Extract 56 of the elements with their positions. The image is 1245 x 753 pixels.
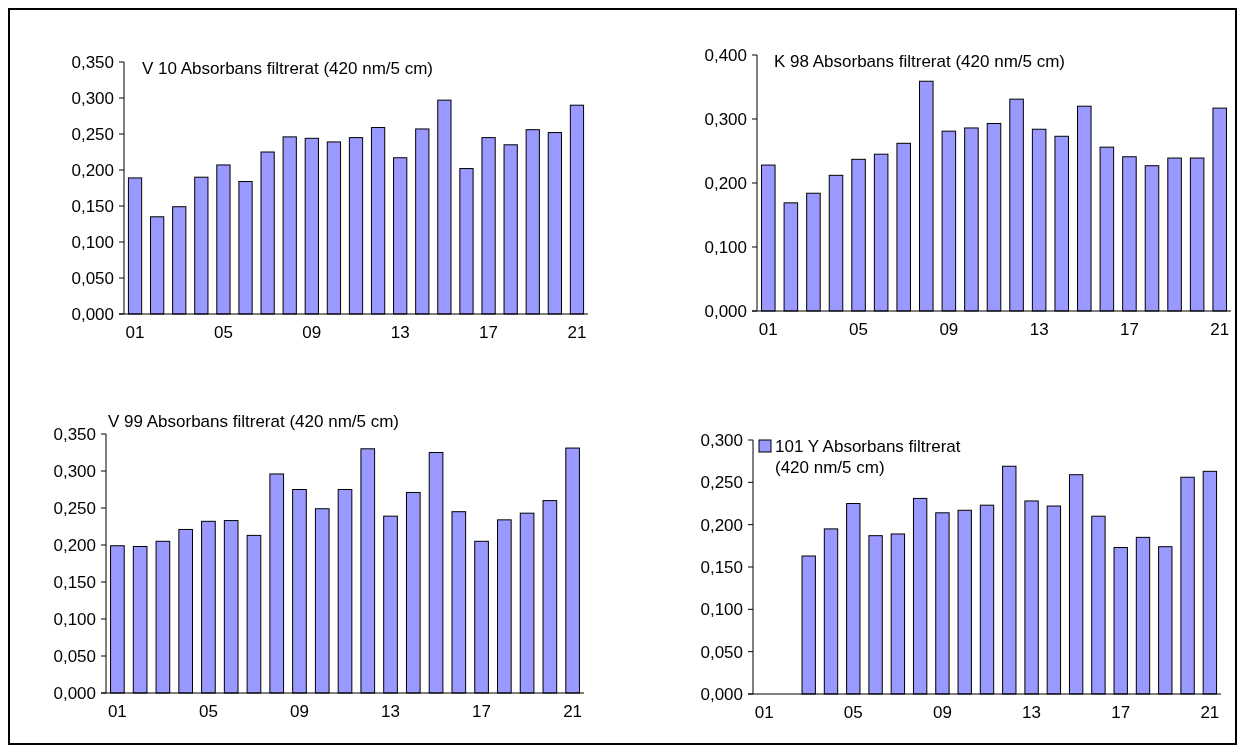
y-tick-label: 0,000 <box>53 683 96 703</box>
x-tick-label: 05 <box>213 323 233 342</box>
x-tick-label: 17 <box>1119 320 1139 339</box>
y-tick-label: 0,150 <box>700 557 743 577</box>
y-tick-label: 0,300 <box>704 109 747 129</box>
chart-title: K 98 Absorbans filtrerat (420 nm/5 cm) <box>774 51 1066 71</box>
x-tick-label: 21 <box>1210 320 1230 339</box>
x-tick-label: 21 <box>1200 703 1220 722</box>
y-tick-label: 0,000 <box>704 301 747 321</box>
x-tick-label: 17 <box>472 702 492 721</box>
y-tick-label: 0,200 <box>71 160 114 180</box>
y-tick-label: 0,300 <box>700 430 743 450</box>
y-tick-label: 0,350 <box>71 52 114 72</box>
x-tick-label: 01 <box>754 703 774 722</box>
y-tick-label: 0,200 <box>53 535 96 555</box>
chart-title: V 99 Absorbans filtrerat (420 nm/5 cm) <box>108 411 400 431</box>
chart-title: V 10 Absorbans filtrerat (420 nm/5 cm) <box>142 58 434 78</box>
x-tick-label: 09 <box>290 702 309 721</box>
y-tick-label: 0,300 <box>53 461 96 481</box>
x-tick-label: 21 <box>567 323 587 342</box>
x-tick-label: 21 <box>563 702 583 721</box>
x-tick-label: 09 <box>939 320 959 339</box>
x-tick-label: 01 <box>758 320 778 339</box>
y-tick-label: 0,250 <box>53 498 96 518</box>
y-tick-label: 0,400 <box>704 45 747 65</box>
y-tick-label: 0,250 <box>700 473 743 493</box>
x-tick-label: 05 <box>843 703 863 722</box>
y-tick-label: 0,300 <box>71 88 114 108</box>
y-tick-label: 0,000 <box>700 684 743 704</box>
y-tick-label: 0,250 <box>71 124 114 144</box>
y-tick-label: 0,050 <box>71 268 114 288</box>
y-tick-label: 0,200 <box>704 173 747 193</box>
y-tick-label: 0,100 <box>704 237 747 257</box>
y-tick-label: 0,000 <box>71 304 114 324</box>
x-tick-label: 13 <box>390 323 410 342</box>
y-tick-label: 0,150 <box>53 572 96 592</box>
x-tick-label: 05 <box>849 320 869 339</box>
x-tick-label: 05 <box>198 702 218 721</box>
x-tick-label: 13 <box>381 702 400 721</box>
y-tick-label: 0,350 <box>53 424 96 444</box>
y-tick-label: 0,100 <box>53 609 96 629</box>
y-tick-label: 0,050 <box>53 646 96 666</box>
x-tick-label: 13 <box>1029 320 1049 339</box>
x-tick-label: 01 <box>125 323 145 342</box>
x-tick-label: 09 <box>932 703 952 722</box>
y-tick-label: 0,100 <box>71 232 114 252</box>
x-tick-label: 13 <box>1022 703 1042 722</box>
x-tick-label: 01 <box>107 702 127 721</box>
y-tick-label: 0,150 <box>71 196 114 216</box>
legend-label: 101 Y Absorbans filtrerat (420 nm/5 cm) <box>775 436 961 478</box>
y-tick-label: 0,100 <box>700 600 743 620</box>
y-tick-label: 0,200 <box>700 515 743 535</box>
x-tick-label: 17 <box>1111 703 1131 722</box>
x-tick-label: 17 <box>479 323 499 342</box>
y-tick-label: 0,050 <box>700 642 743 662</box>
x-tick-label: 09 <box>302 323 322 342</box>
